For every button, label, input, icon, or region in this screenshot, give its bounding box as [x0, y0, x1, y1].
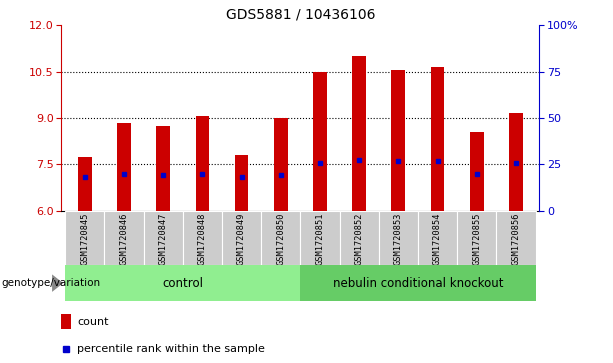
Text: GSM1720856: GSM1720856	[511, 212, 520, 265]
Text: genotype/variation: genotype/variation	[1, 278, 101, 288]
Bar	[274, 118, 287, 211]
Text: GSM1720855: GSM1720855	[472, 212, 481, 265]
Bar	[300, 265, 536, 301]
Text: control: control	[162, 277, 204, 290]
Bar	[222, 211, 261, 265]
Text: GSM1720853: GSM1720853	[394, 212, 403, 265]
Bar	[156, 126, 170, 211]
Bar	[497, 211, 536, 265]
Bar	[509, 113, 523, 211]
Bar	[352, 56, 366, 211]
Text: percentile rank within the sample: percentile rank within the sample	[77, 344, 265, 354]
Bar	[261, 211, 300, 265]
Text: GSM1720852: GSM1720852	[355, 212, 364, 265]
Text: GSM1720850: GSM1720850	[276, 212, 285, 265]
Polygon shape	[52, 274, 63, 292]
Title: GDS5881 / 10436106: GDS5881 / 10436106	[226, 8, 375, 21]
Bar	[183, 211, 222, 265]
Bar	[431, 67, 444, 211]
Text: GSM1720845: GSM1720845	[80, 212, 89, 265]
Text: GSM1720848: GSM1720848	[198, 212, 207, 265]
Bar	[104, 211, 143, 265]
Text: GSM1720847: GSM1720847	[159, 212, 168, 265]
Bar	[196, 117, 209, 211]
Bar	[78, 156, 92, 211]
Bar	[340, 211, 379, 265]
Bar	[235, 155, 248, 211]
Bar	[117, 123, 131, 211]
Bar	[392, 70, 405, 211]
Bar	[470, 132, 484, 211]
Bar	[313, 72, 327, 211]
Text: GSM1720851: GSM1720851	[316, 212, 324, 265]
Text: GSM1720854: GSM1720854	[433, 212, 442, 265]
Text: GSM1720849: GSM1720849	[237, 212, 246, 265]
Bar	[65, 265, 300, 301]
Text: GSM1720846: GSM1720846	[120, 212, 129, 265]
Bar	[61, 314, 71, 329]
Bar	[418, 211, 457, 265]
Bar	[457, 211, 497, 265]
Text: count: count	[77, 317, 109, 327]
Bar	[379, 211, 418, 265]
Bar	[65, 211, 104, 265]
Bar	[300, 211, 340, 265]
Bar	[143, 211, 183, 265]
Text: nebulin conditional knockout: nebulin conditional knockout	[333, 277, 503, 290]
